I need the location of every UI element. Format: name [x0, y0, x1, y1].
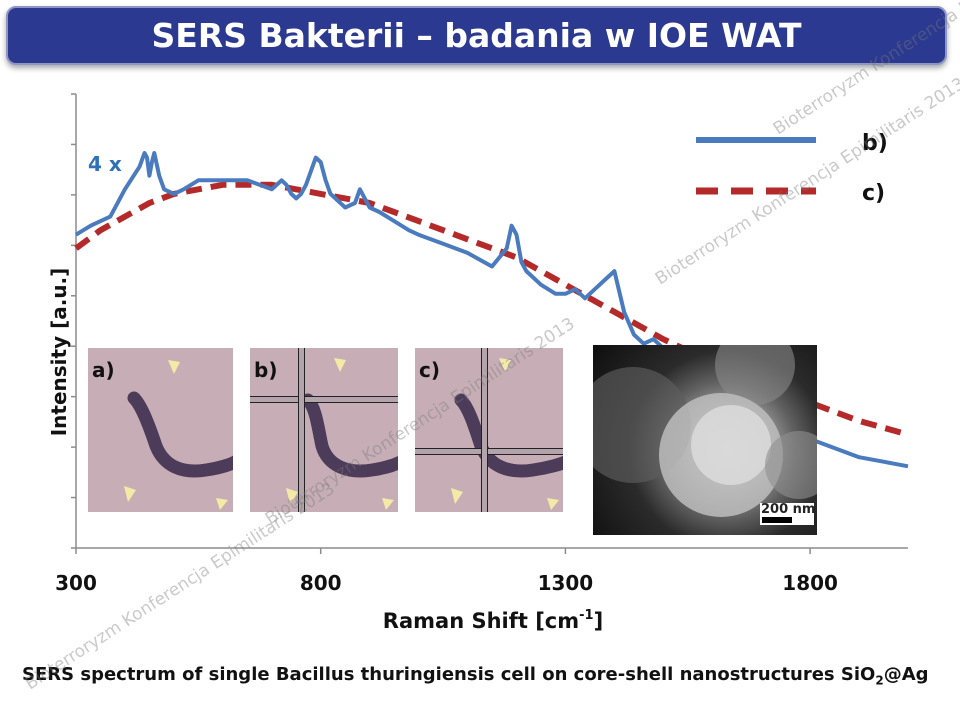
- sem-texture: [593, 345, 817, 517]
- inset-label-a: a): [92, 358, 115, 382]
- bacterium-shape-c: [451, 358, 563, 510]
- sem-sphere-top: [715, 345, 795, 405]
- particle-marker: [286, 488, 298, 504]
- multiplier-annotation: 4 x: [88, 152, 122, 176]
- legend-label-c: c): [862, 181, 885, 206]
- sem-sphere-highlight: [691, 405, 771, 485]
- caption-subscript: 2: [875, 673, 884, 688]
- x-axis-label-end: ]: [594, 609, 604, 633]
- bacterium-body: [127, 391, 233, 478]
- inset-label-c: c): [419, 358, 440, 382]
- figure-caption: SERS spectrum of single Bacillus thuring…: [22, 664, 929, 688]
- bacterium-body: [454, 393, 563, 478]
- bacterium-shape-b: [286, 358, 398, 510]
- x-axis-label-sup: -1: [579, 608, 593, 623]
- y-axis-ticks: [71, 93, 76, 549]
- particle-marker: [168, 360, 180, 374]
- x-tick-label: 800: [300, 571, 342, 595]
- particle-marker: [334, 358, 346, 372]
- x-tick-label: 1300: [538, 571, 594, 595]
- x-axis-ticks: 300 800 1300 1800: [55, 548, 838, 595]
- scale-bar: [762, 517, 792, 523]
- y-axis-label: Intensity [a.u.]: [47, 268, 71, 437]
- crosshair-horizontal: [250, 396, 398, 403]
- legend-label-b: b): [862, 131, 888, 156]
- inset-image-b: b): [250, 348, 398, 512]
- x-axis-label: Raman Shift [cm-1]: [383, 608, 603, 633]
- crosshair-horizontal: [415, 448, 563, 455]
- bacterium-body: [301, 393, 398, 478]
- inset-image-c: c): [415, 348, 563, 512]
- slide-title: SERS Bakterii – badania w IOE WAT: [151, 16, 802, 55]
- x-tick-label: 300: [55, 571, 97, 595]
- particle-marker: [382, 498, 394, 510]
- crosshair-vertical: [481, 348, 488, 512]
- inset-image-a: a): [88, 348, 233, 512]
- sem-sphere-right: [765, 431, 817, 499]
- scale-bar-label: 200 nm: [761, 502, 816, 517]
- particle-marker: [216, 498, 228, 510]
- particle-marker: [499, 358, 511, 372]
- particle-marker: [547, 498, 559, 510]
- particle-marker: [124, 486, 136, 502]
- caption-end: @Ag: [883, 664, 929, 685]
- x-tick-label: 1800: [782, 571, 838, 595]
- title-bar: SERS Bakterii – badania w IOE WAT: [6, 6, 947, 65]
- particle-marker: [451, 488, 463, 504]
- caption-main: SERS spectrum of single Bacillus thuring…: [22, 664, 876, 685]
- crosshair-vertical: [298, 348, 305, 512]
- inset-label-b: b): [254, 358, 278, 382]
- x-axis-label-main: Raman Shift [cm: [383, 609, 579, 633]
- bacterium-shape-a: [124, 360, 233, 510]
